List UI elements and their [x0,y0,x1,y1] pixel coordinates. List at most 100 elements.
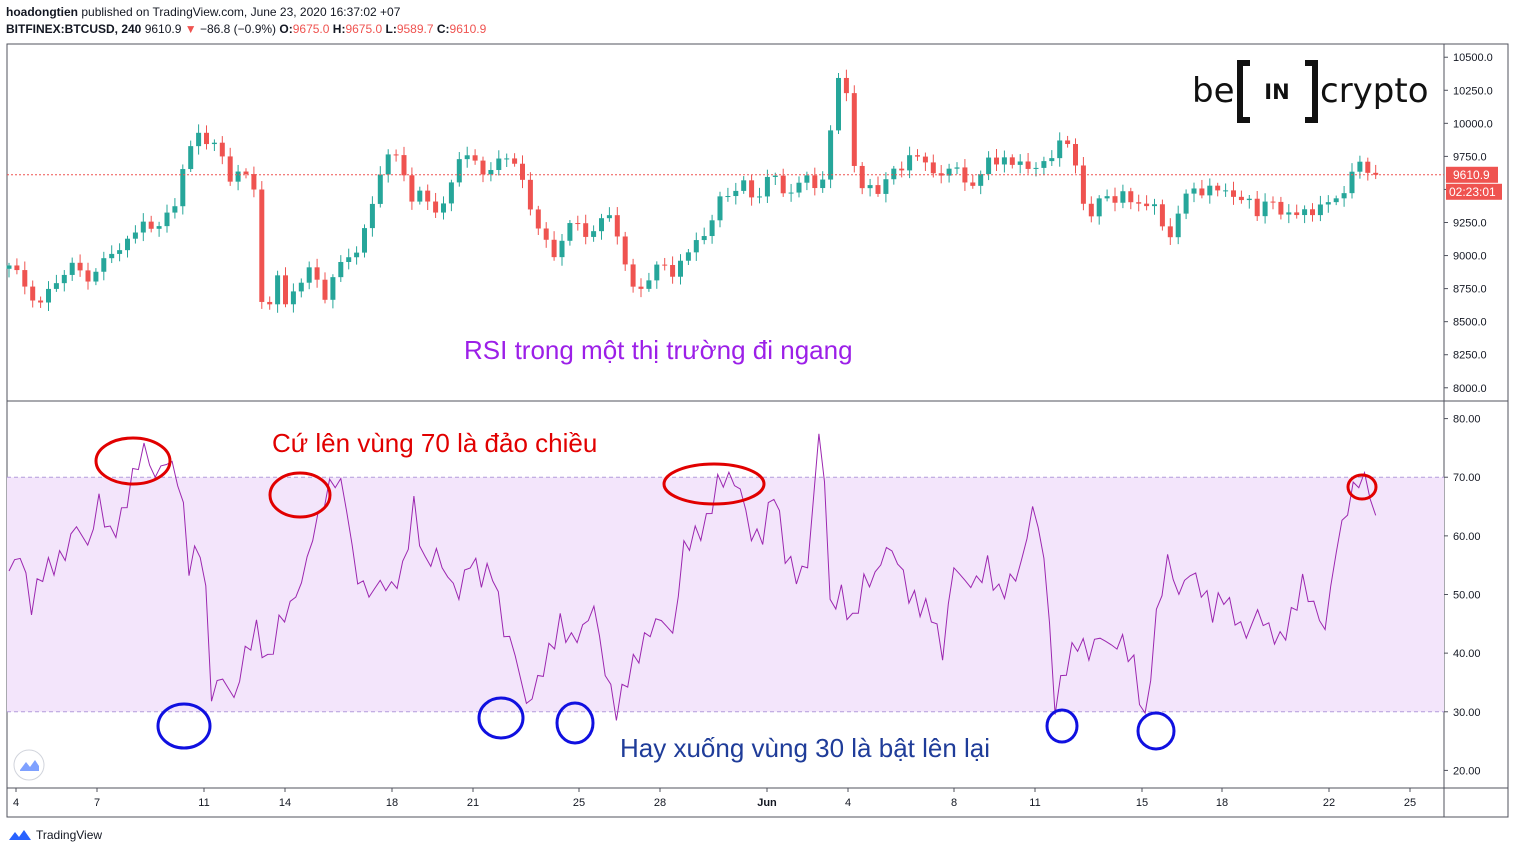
open-label: O: [279,22,293,36]
candle [1159,199,1165,231]
candle [441,196,446,220]
time-tick-label: 25 [573,797,585,809]
candle [1152,198,1157,215]
candle [377,166,383,208]
candle-body [204,132,209,145]
candle-body [749,180,755,198]
candle [1057,132,1063,167]
candle-body [907,155,913,171]
candle [559,233,565,266]
candle-body [828,130,834,180]
candle [369,196,375,237]
candle-body [970,182,976,186]
candle-body [986,157,992,175]
candle [480,156,486,183]
candle-body [709,220,715,237]
overbought-note: Cứ lên vùng 70 là đảo chiều [272,428,597,458]
candle-body [480,160,486,175]
candle-body [1128,191,1134,203]
candle [338,255,344,282]
publish-info: hoadongtien published on TradingView.com… [6,5,400,19]
candle [1302,205,1308,224]
candle [859,162,865,195]
candle [38,296,44,308]
candle [1373,164,1379,180]
candle-body [148,221,154,229]
change-value: −86.8 (−0.9%) [199,22,277,36]
candle-body [211,142,217,145]
candle-body [298,282,304,292]
rsi-tick-label: 80.00 [1453,414,1481,426]
candle [646,272,652,292]
candle [1049,150,1055,166]
candle-body [1286,212,1292,215]
candle [180,164,186,215]
candle [93,268,99,286]
candle [298,278,304,298]
candle [488,162,494,182]
candle [670,256,676,284]
candle-body [591,231,597,237]
candle [1017,154,1023,174]
candle [1088,196,1094,223]
candle [1246,194,1252,209]
candle-body [654,264,660,281]
price-tick-label: 9250.0 [1453,218,1487,230]
candle-body [69,262,75,275]
candle-body [306,267,312,283]
candle [543,222,549,248]
author-name[interactable]: hoadongtien [6,5,78,19]
candle [843,69,849,102]
overbought-circle [268,471,332,519]
candle [283,267,288,308]
candle [535,205,541,235]
candle-body [1017,161,1023,165]
candle-body [662,264,668,266]
candle [520,155,525,189]
candle [156,221,162,237]
candle-body [1041,161,1047,168]
candle [1317,195,1323,222]
down-arrow-icon: ▼ [184,22,197,36]
footer-brand[interactable]: TradingView [8,828,102,842]
candle-body [1317,204,1323,216]
candle-body [235,171,241,182]
tradingview-chart-logo-icon[interactable] [13,749,45,781]
candle-body [551,239,557,258]
candle-body [1001,157,1007,165]
candle-body [362,228,367,253]
candle [828,125,834,189]
candle [393,149,399,162]
candle-body [1057,140,1063,159]
candle [575,215,581,231]
candle [693,232,699,261]
candle-body [1310,209,1315,216]
candle [30,280,36,308]
candle [930,154,936,178]
candle-body [132,232,138,239]
candle-body [425,190,431,202]
candle-body [1025,161,1031,169]
candle [1120,184,1126,209]
candle [1128,187,1134,210]
candle-body [922,156,928,163]
candle [591,225,597,242]
candle [606,207,612,222]
candle-body [1183,193,1189,214]
candle [946,163,952,183]
candle [148,215,154,233]
candle-body [1333,198,1339,203]
candle-body [117,250,123,254]
time-tick-label: 15 [1136,797,1148,809]
candle [322,272,328,304]
candle-body [77,262,83,271]
candle-body [22,270,28,287]
candle-body [472,155,478,161]
candle [409,167,415,210]
candle [109,245,115,264]
candle-body [1080,165,1086,204]
candle-body [875,185,881,194]
candle [433,192,439,218]
candle [1294,204,1300,219]
